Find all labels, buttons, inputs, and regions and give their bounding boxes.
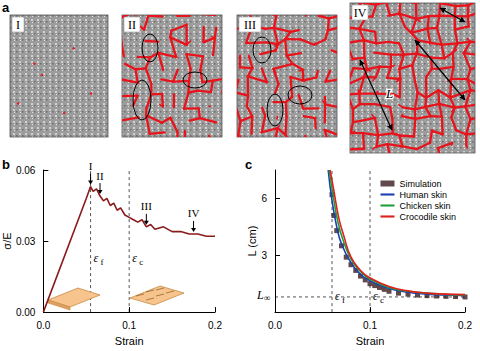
svg-text:f: f bbox=[342, 295, 345, 305]
svg-text:ε: ε bbox=[335, 289, 340, 303]
svg-text:0.2: 0.2 bbox=[208, 320, 222, 331]
svg-text:Human skin: Human skin bbox=[399, 190, 447, 200]
svg-text:Crocodile skin: Crocodile skin bbox=[399, 212, 456, 222]
svg-text:0.0: 0.0 bbox=[36, 320, 50, 331]
svg-text:0.0: 0.0 bbox=[268, 320, 282, 331]
svg-text:I: I bbox=[89, 160, 93, 172]
svg-text:ε: ε bbox=[373, 289, 378, 303]
svg-text:0.1: 0.1 bbox=[363, 320, 377, 331]
svg-text:III: III bbox=[141, 200, 152, 212]
svg-text:L: L bbox=[385, 86, 393, 101]
svg-text:f: f bbox=[101, 257, 104, 267]
svg-text:a: a bbox=[2, 0, 10, 15]
svg-text:b: b bbox=[2, 158, 10, 172]
svg-text:0.06: 0.06 bbox=[16, 165, 36, 176]
svg-text:c: c bbox=[380, 295, 384, 305]
svg-text:L (cm): L (cm) bbox=[246, 226, 258, 257]
svg-text:II: II bbox=[96, 170, 104, 182]
svg-text:0.00: 0.00 bbox=[16, 307, 36, 318]
svg-text:∞: ∞ bbox=[264, 293, 270, 303]
svg-text:IV: IV bbox=[188, 207, 200, 219]
svg-text:III: III bbox=[244, 18, 256, 32]
svg-text:Simulation: Simulation bbox=[399, 179, 441, 189]
svg-text:0.03: 0.03 bbox=[16, 236, 36, 247]
svg-text:c: c bbox=[245, 158, 252, 172]
svg-text:ε: ε bbox=[132, 251, 137, 265]
svg-text:Chicken skin: Chicken skin bbox=[399, 201, 450, 211]
svg-text:0.2: 0.2 bbox=[458, 320, 472, 331]
svg-text:IV: IV bbox=[354, 6, 367, 20]
svg-text:Strain: Strain bbox=[115, 335, 144, 347]
svg-text:ε: ε bbox=[94, 251, 99, 265]
svg-text:6: 6 bbox=[261, 193, 267, 204]
svg-text:I: I bbox=[16, 18, 20, 32]
svg-text:II: II bbox=[128, 18, 136, 32]
svg-text:3: 3 bbox=[261, 250, 267, 261]
svg-text:Strain: Strain bbox=[356, 335, 385, 347]
svg-text:σ/E: σ/E bbox=[1, 232, 13, 249]
svg-text:c: c bbox=[139, 257, 143, 267]
svg-text:L: L bbox=[256, 288, 264, 302]
svg-text:0.1: 0.1 bbox=[122, 320, 136, 331]
